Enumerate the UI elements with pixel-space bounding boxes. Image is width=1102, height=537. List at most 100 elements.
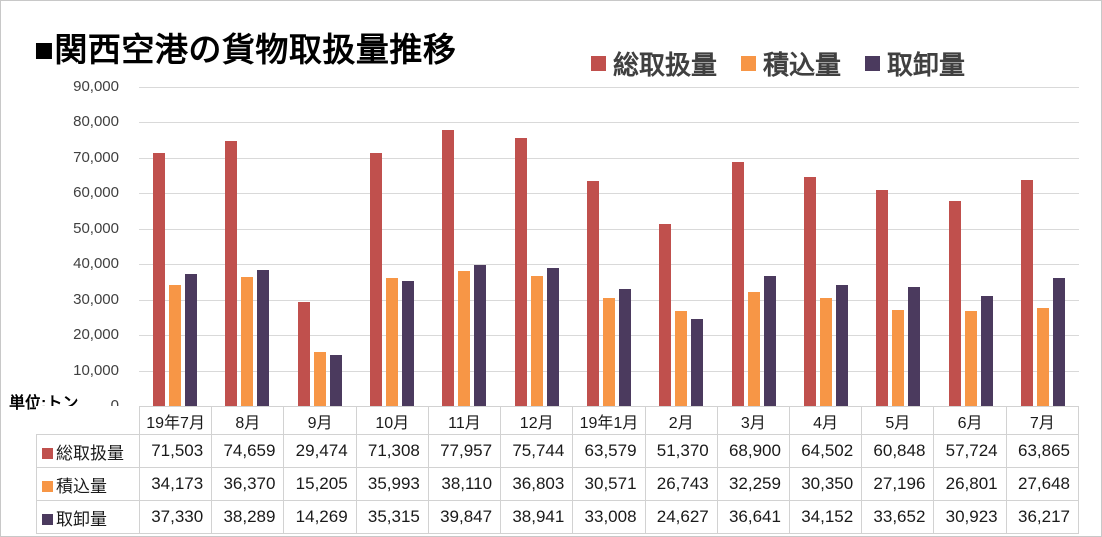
bar-積込量-3月	[747, 291, 760, 406]
value-cell: 38,941	[500, 500, 574, 534]
value-cell: 36,803	[500, 467, 574, 501]
value-cell: 75,744	[500, 434, 574, 468]
bar-総取扱量-8月	[225, 141, 238, 406]
legend-swatch-loaded-icon	[741, 56, 757, 71]
y-tick-label: 40,000	[73, 255, 119, 273]
bar-総取扱量-19年1月	[587, 180, 599, 406]
legend-label-total: 総取扱量	[613, 50, 718, 80]
legend-label-unloaded: 取卸量	[887, 50, 966, 80]
value-cell: 15,205	[283, 467, 357, 501]
legend-swatch-total-icon	[591, 56, 606, 71]
value-cell: 38,110	[427, 467, 502, 501]
bar-積込量-10月	[386, 278, 399, 406]
x-axis-label-cell: 5月	[861, 406, 935, 435]
bar-取卸量-19年1月	[619, 289, 631, 406]
value-cell: 34,173	[138, 467, 213, 501]
value-cell: 74,659	[211, 434, 285, 468]
y-tick-label: 10,000	[73, 361, 119, 379]
series-swatch-icon	[42, 513, 53, 525]
bar-積込量-7月	[1036, 308, 1049, 406]
gridline	[139, 193, 1079, 195]
bar-総取扱量-11月	[442, 129, 455, 406]
table-header-row: 19年7月 8月 9月 10月 11月 12月 19年1月 2月 3月 4月 5月 6月 7月	[37, 406, 1080, 435]
value-cell: 36,370	[211, 467, 285, 501]
bar-積込量-5月	[892, 309, 905, 406]
x-axis-label-cell: 7月	[1005, 406, 1080, 435]
bar-積込量-12月	[530, 275, 543, 406]
bar-積込量-19年1月	[603, 297, 615, 406]
bar-総取扱量-10月	[370, 153, 383, 406]
plot-area	[139, 87, 1079, 406]
value-cell: 32,259	[716, 467, 790, 501]
gridline	[139, 157, 1079, 159]
value-cell: 34,152	[788, 500, 863, 534]
bar-積込量-4月	[819, 298, 832, 406]
data-table: 19年7月 8月 9月 10月 11月 12月 19年1月 2月 3月 4月 5月 6月 7月 総取扱量 7…	[36, 406, 1080, 534]
bar-総取扱量-4月	[803, 177, 816, 406]
y-tick-label: 20,000	[73, 326, 119, 344]
x-axis-label-cell: 3月	[716, 406, 790, 435]
value-cell: 36,217	[1005, 500, 1080, 534]
value-cell: 68,900	[716, 434, 790, 468]
bar-取卸量-9月	[329, 355, 342, 406]
bar-取卸量-7月	[1052, 277, 1065, 406]
bar-取卸量-5月	[908, 286, 921, 406]
legend-swatch-unloaded-icon	[865, 56, 881, 71]
value-cell: 30,571	[572, 467, 646, 501]
legend-label-loaded: 積込量	[763, 50, 842, 80]
series-swatch-icon	[42, 447, 53, 459]
series-swatch-icon	[42, 480, 53, 492]
bar-取卸量-11月	[474, 264, 487, 406]
legend-item-unloaded: 取卸量	[865, 45, 965, 82]
y-tick-label: 60,000	[73, 184, 119, 202]
bar-積込量-19年7月	[169, 284, 182, 406]
bar-取卸量-19年7月	[185, 273, 198, 406]
value-cell: 30,350	[788, 467, 863, 501]
y-tick-label: 50,000	[73, 219, 119, 237]
bar-積込量-6月	[964, 311, 977, 406]
series-label-cell: 総取扱量	[36, 434, 140, 468]
x-axis-label-cell: 2月	[644, 406, 718, 435]
value-cell: 51,370	[644, 434, 718, 468]
value-cell: 64,502	[788, 434, 863, 468]
value-cell: 39,847	[427, 500, 502, 534]
legend: 総取扱量 積込量 取卸量	[591, 45, 965, 82]
value-cell: 35,993	[355, 467, 429, 501]
value-cell: 71,503	[138, 434, 213, 468]
value-cell: 24,627	[644, 500, 718, 534]
y-tick-label: 30,000	[73, 290, 119, 308]
value-cell: 63,579	[572, 434, 646, 468]
bar-総取扱量-5月	[876, 190, 889, 406]
value-cell: 63,865	[1005, 434, 1080, 468]
value-cell: 27,196	[861, 467, 935, 501]
chart-title: ■関西空港の貨物取扱量推移	[34, 31, 457, 68]
value-cell: 26,801	[933, 467, 1007, 501]
value-cell: 57,724	[933, 434, 1007, 468]
value-cell: 77,957	[427, 434, 502, 468]
value-cell: 36,641	[716, 500, 790, 534]
x-axis-label-cell: 19年1月	[572, 406, 646, 435]
value-cell: 26,743	[644, 467, 718, 501]
value-cell: 71,308	[355, 434, 429, 468]
gridline	[139, 87, 1079, 88]
bar-積込量-8月	[241, 277, 254, 406]
value-cell: 14,269	[283, 500, 357, 534]
bar-総取扱量-7月	[1020, 179, 1033, 406]
x-axis-label-cell: 6月	[933, 406, 1007, 435]
bar-総取扱量-2月	[659, 223, 672, 406]
series-label-cell: 取卸量	[36, 500, 140, 534]
x-axis-label-cell: 19年7月	[138, 406, 213, 435]
legend-item-total: 総取扱量	[591, 45, 717, 82]
bar-取卸量-3月	[763, 276, 776, 406]
table-corner-cell	[37, 407, 140, 435]
value-cell: 27,648	[1005, 467, 1080, 501]
value-cell: 37,330	[138, 500, 213, 534]
x-axis-label-cell: 8月	[211, 406, 285, 435]
gridline	[139, 228, 1079, 230]
x-axis-label-cell: 4月	[788, 406, 863, 435]
value-cell: 33,652	[861, 500, 935, 534]
value-cell: 30,923	[933, 500, 1007, 534]
bar-積込量-11月	[458, 270, 471, 406]
x-axis-label-cell: 12月	[500, 406, 574, 435]
